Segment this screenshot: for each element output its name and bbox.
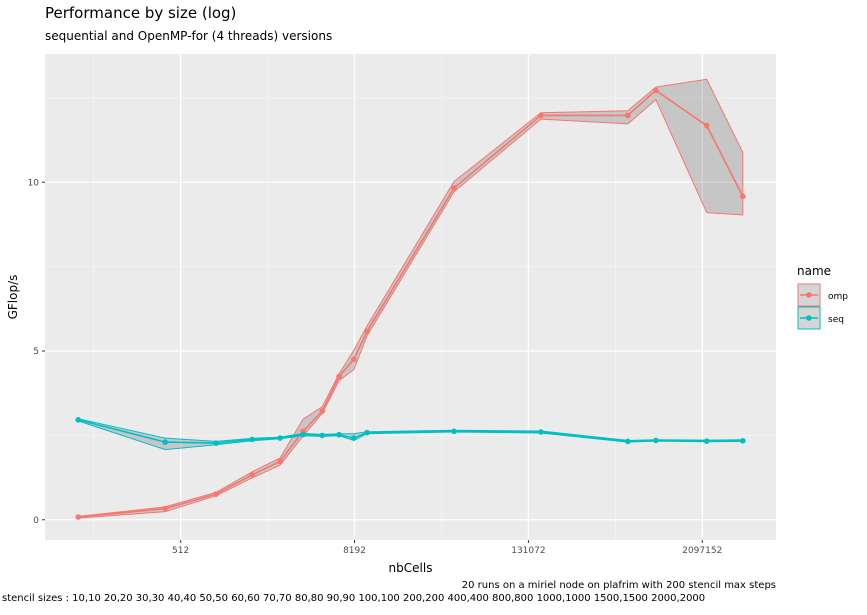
x-tick-label: 2097152 [682, 546, 722, 556]
y-axis: 0 5 10 [28, 178, 45, 526]
legend-key-point-seq [806, 315, 812, 321]
chart-title: Performance by size (log) [45, 4, 237, 22]
point-seq [538, 429, 544, 435]
y-axis-label: GFlop/s [6, 275, 20, 320]
point-seq [451, 428, 457, 435]
line-omp [78, 89, 744, 518]
point-omp [625, 112, 631, 119]
caption-stencil-sizes: stencil sizes : 10,10 20,20 30,30 40,40 … [2, 593, 706, 604]
point-seq [739, 437, 746, 444]
x-tick-label: 131072 [511, 546, 545, 556]
line-seq [78, 419, 743, 444]
point-seq [300, 431, 306, 438]
point-seq [351, 435, 357, 441]
point-omp [75, 514, 82, 520]
point-omp [703, 122, 710, 129]
x-tick-label: 512 [172, 546, 189, 556]
point-omp [351, 356, 357, 363]
point-omp [538, 112, 544, 119]
performance-chart: 512 8192 131072 2097152 0 5 10 nbCells GFlop/… [6, 54, 848, 575]
series-lines [78, 89, 744, 518]
series-points [75, 87, 746, 520]
chart-subtitle: sequential and OpenMP-for (4 threads) ve… [45, 29, 333, 43]
y-tick-label: 5 [33, 347, 39, 357]
point-omp [319, 408, 326, 414]
point-omp [451, 185, 457, 191]
legend-key-point-omp [806, 292, 812, 298]
x-tick-label: 8192 [343, 546, 366, 556]
caption-runs: 20 runs on a miriel node on plafrim with… [461, 580, 776, 591]
point-omp [364, 328, 370, 335]
point-omp [249, 472, 255, 478]
plot-panel [45, 54, 776, 540]
point-omp [213, 491, 219, 497]
y-tick-label: 10 [28, 178, 40, 188]
point-seq [336, 431, 342, 438]
minor-gridlines [45, 54, 776, 540]
point-seq [162, 439, 168, 445]
point-seq [249, 436, 255, 443]
point-seq [703, 438, 710, 444]
point-omp [336, 373, 342, 380]
point-omp [277, 458, 283, 465]
point-omp [653, 87, 659, 94]
legend-title: name [797, 264, 831, 278]
point-seq [364, 429, 370, 436]
point-omp [162, 505, 168, 512]
point-seq [319, 432, 326, 439]
point-seq [625, 438, 631, 445]
point-seq [213, 440, 219, 446]
point-omp [739, 193, 746, 200]
y-tick-label: 0 [33, 516, 39, 526]
legend-label-seq: seq [828, 315, 844, 325]
point-seq [75, 417, 82, 423]
point-seq [653, 437, 659, 444]
legend: name omp seq [797, 264, 848, 330]
ribbon-omp [77, 78, 744, 519]
major-gridlines [45, 54, 776, 540]
x-axis: 512 8192 131072 2097152 [172, 540, 722, 556]
point-seq [277, 435, 283, 441]
legend-label-omp: omp [828, 292, 848, 302]
x-axis-label: nbCells [389, 561, 433, 575]
